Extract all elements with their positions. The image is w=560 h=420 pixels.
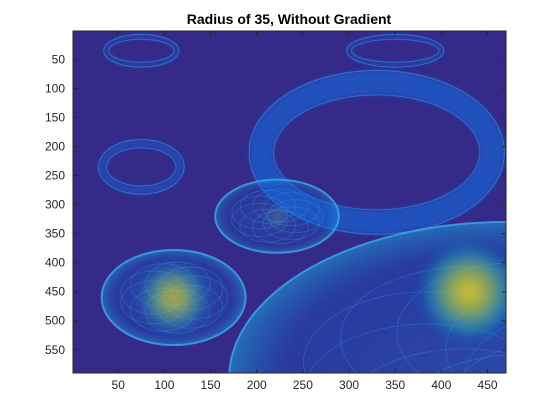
y-tick-label: 350 (45, 227, 65, 241)
hotspot-0 (136, 260, 211, 335)
y-tick-label: 50 (52, 52, 66, 66)
y-tick-label: 450 (45, 285, 65, 299)
y-tick-label: 250 (45, 169, 65, 183)
y-axis: 50 100 150 200 250 300 350 400 450 500 550 (45, 52, 506, 357)
x-tick-label: 100 (154, 378, 174, 392)
shape-ring-3 (248, 69, 505, 235)
x-tick-label: 350 (385, 378, 405, 392)
hotspot-1 (417, 240, 506, 344)
x-tick-label: 200 (247, 378, 267, 392)
x-tick-label: 400 (431, 378, 451, 392)
y-tick-label: 150 (45, 111, 65, 125)
x-tick-label: 50 (112, 378, 126, 392)
x-tick-label: 300 (339, 378, 359, 392)
y-tick-label: 300 (45, 198, 65, 212)
x-tick-label: 450 (478, 378, 498, 392)
x-tick-label: 250 (293, 378, 313, 392)
hotspots (136, 211, 506, 344)
y-tick-label: 500 (45, 314, 65, 328)
y-tick-label: 100 (45, 81, 65, 95)
x-tick-label: 150 (201, 378, 221, 392)
plot-frame (72, 30, 507, 374)
hotspot-2 (271, 211, 283, 224)
x-axis: 50 100 150 200 250 300 350 400 450 (112, 31, 498, 392)
y-tick-label: 550 (45, 343, 65, 357)
shape-ring-0 (103, 33, 180, 68)
y-tick-label: 200 (45, 140, 65, 154)
chart-title: Radius of 35, Without Gradient (187, 11, 392, 27)
shape-ring-2 (97, 139, 185, 195)
y-tick-label: 400 (45, 256, 65, 270)
